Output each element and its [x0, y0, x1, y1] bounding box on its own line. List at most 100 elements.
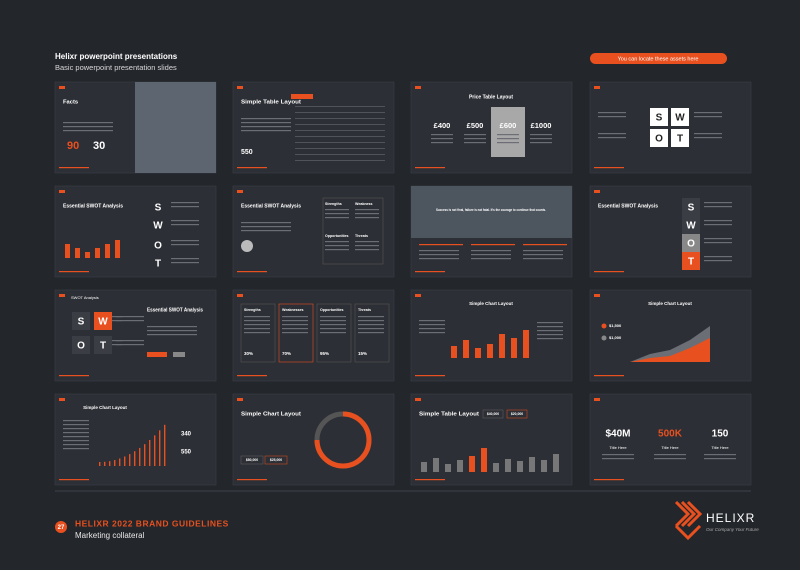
placeholder-line	[419, 250, 459, 252]
placeholder-line	[171, 202, 199, 204]
slide-background	[589, 289, 752, 382]
decor-bar	[164, 424, 166, 466]
slide-title: Essential SWOT Analysis	[598, 204, 658, 210]
assets-button-label[interactable]: You can locate these assets here	[618, 56, 699, 62]
placeholder-line	[282, 324, 308, 326]
placeholder-line	[63, 130, 113, 132]
slide-footer-line	[237, 375, 267, 377]
slide-footer-line	[415, 271, 445, 273]
table-row	[295, 154, 385, 155]
slide-title: Essential SWOT Analysis	[147, 308, 203, 314]
column-accent	[471, 244, 515, 246]
decor-bar	[105, 244, 110, 258]
swot-box	[682, 252, 700, 270]
slide-background	[232, 185, 395, 278]
value-box	[506, 409, 528, 419]
decor-bar	[109, 461, 111, 466]
column-value: 95%	[320, 351, 329, 356]
decor-bar	[134, 451, 136, 466]
placeholder-line	[358, 332, 384, 334]
placeholder-line	[241, 122, 291, 124]
placeholder-line	[464, 142, 486, 144]
slide-title: Simple Chart Layout	[469, 301, 513, 306]
swot-letter: S	[155, 203, 162, 214]
swot-letter: W	[153, 221, 163, 232]
placeholder-line	[530, 142, 552, 144]
placeholder-line	[320, 332, 346, 334]
placeholder-line	[116, 340, 144, 342]
swot-letter: W	[675, 113, 685, 124]
placeholder-line	[282, 316, 308, 318]
swot-letter: T	[677, 134, 683, 145]
slide-logo	[59, 294, 65, 297]
slide-footer-line	[59, 271, 89, 273]
decor-bar	[75, 248, 80, 258]
header-subtitle: Basic powerpoint presentation slides	[55, 63, 177, 72]
swot-letter: O	[154, 241, 162, 252]
slide-background	[54, 289, 217, 382]
swot-box	[671, 129, 689, 147]
slide-title: Essential SWOT Analysis	[241, 204, 301, 210]
placeholder-line	[355, 217, 379, 219]
placeholder-line	[355, 213, 379, 215]
placeholder-line	[320, 316, 346, 318]
placeholder-line	[325, 213, 349, 215]
swot-label: Threats	[355, 234, 368, 238]
decor-bar	[433, 458, 439, 472]
swot-letter: W	[686, 221, 696, 232]
quote: Success is not final, failure is not fat…	[436, 208, 546, 212]
decor-bar	[144, 444, 146, 466]
slide-background	[232, 81, 395, 174]
table-row	[295, 160, 385, 161]
slide-thumbnail: $40M Title Here 500K Title Here 150 Title Her…	[589, 393, 752, 486]
table-row	[295, 136, 385, 137]
legend-dot	[601, 323, 607, 329]
logo-mark	[674, 500, 703, 541]
swot-box	[671, 108, 689, 126]
placeholder-line	[320, 320, 346, 322]
placeholder-line	[419, 332, 445, 334]
decor-area	[630, 338, 710, 362]
placeholder-line	[419, 258, 459, 260]
placeholder-line	[244, 320, 270, 322]
slide-footer-line	[237, 271, 267, 273]
placeholder-line	[241, 226, 291, 228]
slide-logo	[237, 86, 243, 89]
value-box	[482, 409, 504, 419]
decor-bar	[104, 461, 106, 466]
column-value: 15%	[358, 351, 367, 356]
stat: 550	[181, 450, 192, 456]
price: £600	[500, 121, 517, 130]
placeholder-line	[654, 458, 686, 460]
placeholder-line	[523, 250, 563, 252]
logo-name: HELIXR	[706, 511, 755, 525]
slide-thumbnail: Simple Chart Layout 340 550	[54, 393, 217, 486]
column-card	[240, 303, 276, 363]
placeholder-line	[241, 126, 291, 128]
decor-bar	[523, 330, 529, 358]
swot-box	[94, 336, 112, 354]
placeholder-line	[171, 240, 199, 242]
slide-background	[410, 289, 573, 382]
placeholder-line	[704, 224, 732, 226]
placeholder-line	[325, 209, 349, 211]
assets-button[interactable]	[590, 53, 727, 64]
decor-bar	[85, 252, 90, 258]
placeholder-line	[171, 262, 199, 264]
placeholder-line	[147, 326, 197, 328]
swot-box	[94, 312, 112, 330]
slide-background	[54, 185, 217, 278]
column-card	[316, 303, 352, 363]
swot-letter: T	[155, 259, 161, 270]
placeholder-line	[694, 133, 722, 135]
placeholder-line	[471, 254, 511, 256]
decor-bar	[475, 348, 481, 358]
legend-dot	[601, 335, 607, 341]
donut-arc	[314, 411, 372, 469]
swot-frame	[322, 197, 384, 265]
stat: 500K	[658, 429, 683, 440]
stat: $80,000	[246, 458, 258, 462]
placeholder-line	[147, 330, 197, 332]
placeholder-line	[602, 454, 634, 456]
swot-letter: O	[77, 341, 85, 352]
